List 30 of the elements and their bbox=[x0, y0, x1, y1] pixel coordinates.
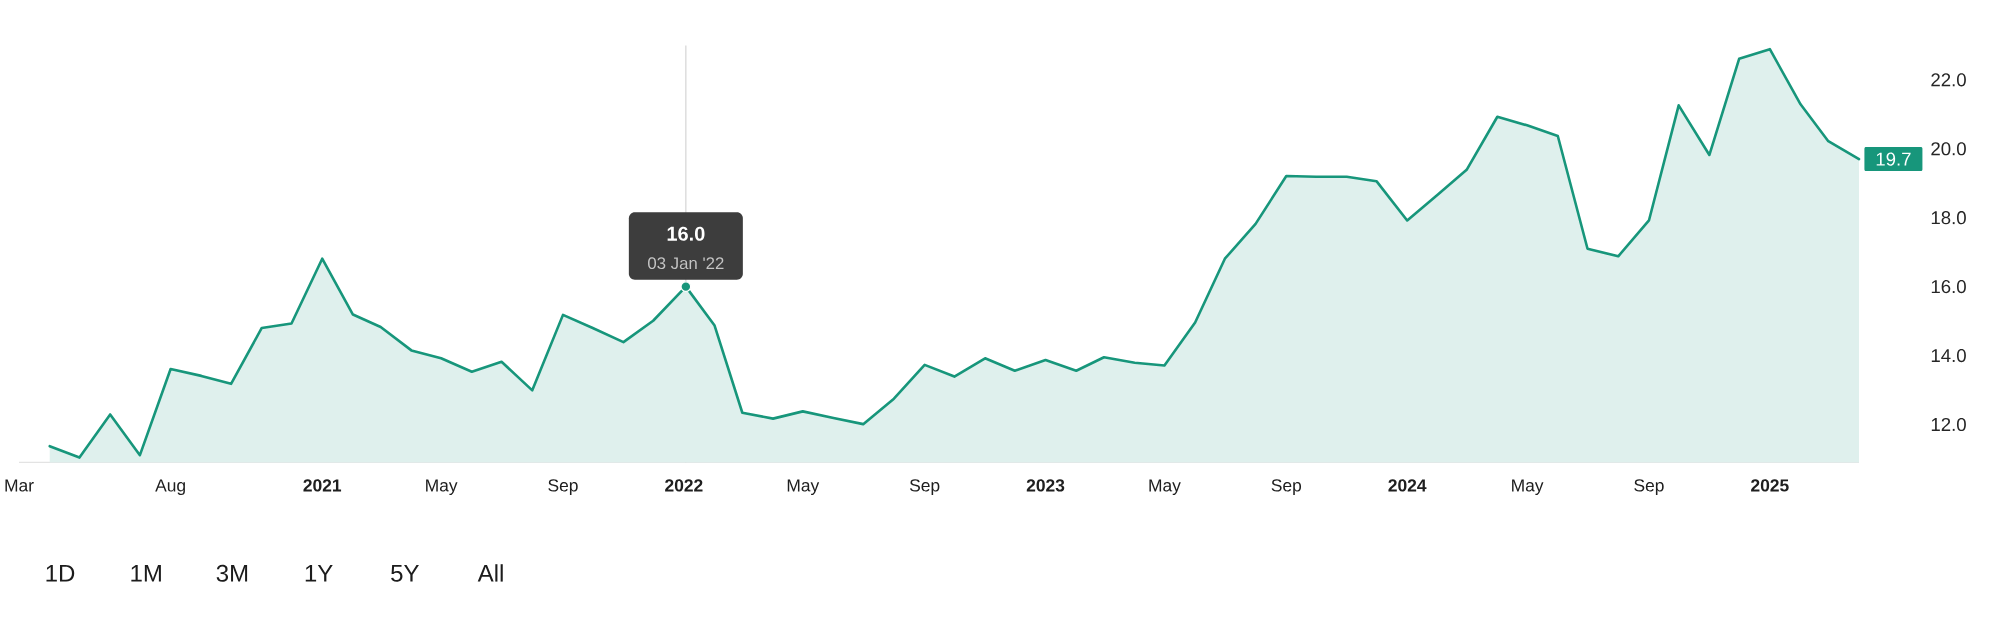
text: 3M bbox=[216, 564, 248, 582]
x-tick-label: Sep bbox=[1271, 479, 1302, 495]
x-tick-label: 2021 bbox=[303, 479, 342, 492]
text: 1D bbox=[46, 565, 75, 582]
x-tick-label: 2022 bbox=[665, 479, 703, 492]
text: 1M bbox=[131, 565, 161, 582]
x-tick-label: 2024 bbox=[1388, 479, 1427, 492]
annotation: 16.0 bbox=[667, 226, 705, 241]
text: All bbox=[477, 564, 503, 582]
text: 1Y bbox=[305, 565, 333, 582]
x-tick-label: 2023 bbox=[1026, 479, 1065, 492]
y-tick-label: 12.0 bbox=[1931, 417, 1966, 432]
x-tick-label: May bbox=[1149, 479, 1181, 495]
annotation: 19.7 bbox=[1876, 152, 1911, 166]
y-tick-label: 16.0 bbox=[1931, 280, 1966, 294]
x-tick-label: 2025 bbox=[1751, 479, 1789, 492]
x-tick-label: Sep bbox=[548, 479, 578, 495]
annotation: 03 Jan '22 bbox=[648, 257, 724, 270]
x-tick-label: May bbox=[787, 479, 820, 495]
x-tick-label: Mar bbox=[5, 479, 34, 492]
x-tick-label: Aug bbox=[155, 479, 185, 495]
y-tick-label: 18.0 bbox=[1931, 211, 1966, 225]
x-tick-label: Sep bbox=[1634, 479, 1664, 495]
x-tick-label: May bbox=[426, 479, 458, 495]
x-tick-label: May bbox=[1512, 479, 1544, 495]
x-tick-label: Sep bbox=[909, 479, 940, 495]
y-tick-label: 20.0 bbox=[1931, 142, 1966, 156]
y-tick-label: 22.0 bbox=[1931, 73, 1966, 87]
text: 5Y bbox=[391, 565, 419, 582]
y-tick-label: 14.0 bbox=[1931, 348, 1966, 363]
